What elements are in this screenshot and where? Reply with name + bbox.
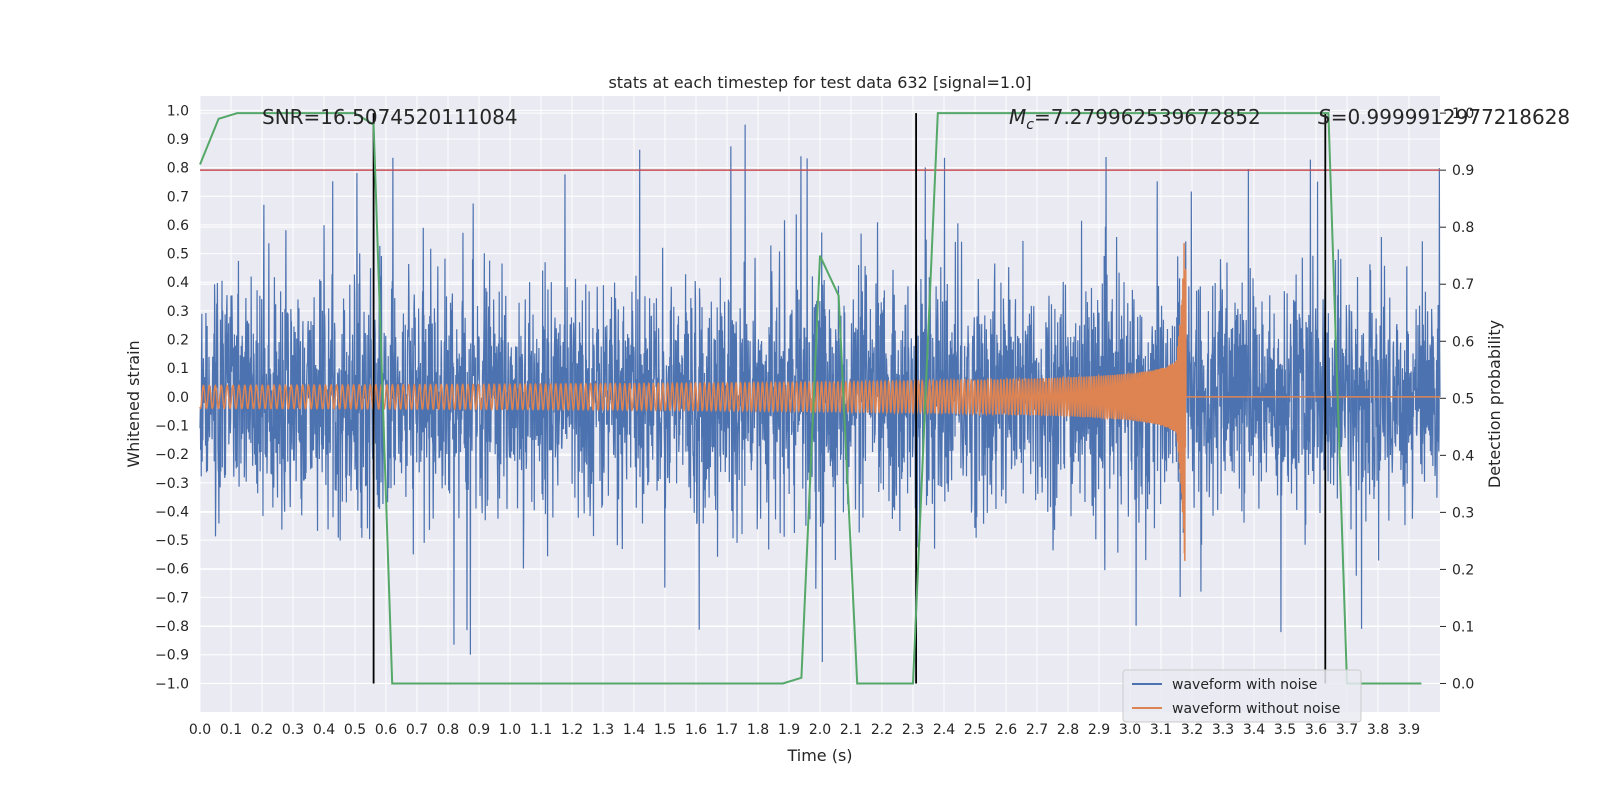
x-tick-label: 1.8 (747, 722, 769, 738)
x-tick-label: 2.1 (840, 722, 862, 738)
y-tick-label: −0.9 (155, 648, 189, 664)
x-tick-label: 2.3 (902, 722, 924, 738)
series-line-waveform-without-noise (199, 243, 1440, 561)
x-tick-label: 0.5 (344, 722, 366, 738)
x-tick-label: 1.0 (499, 722, 521, 738)
y-tick-label: −1.0 (155, 676, 189, 692)
x-axis-label: Time (s) (786, 746, 852, 765)
x-tick-label: 3.5 (1274, 722, 1296, 738)
y-tick-label: 0.3 (167, 304, 189, 320)
x-tick-label: 3.7 (1336, 722, 1358, 738)
series-line-waveform-with-noise (199, 124, 1441, 663)
x-tick-label: 0.4 (313, 722, 335, 738)
y-tick-label: 0.6 (167, 218, 189, 234)
x-tick-label: 1.1 (530, 722, 552, 738)
chart-title: stats at each timestep for test data 632… (608, 73, 1031, 92)
chirp-mass-symbol: M (1009, 105, 1026, 129)
y2-axis-label: Detection probability (1485, 320, 1504, 488)
y-tick-label: −0.5 (155, 533, 189, 549)
y2-tick-label: 0.6 (1452, 334, 1474, 350)
x-tick-label: 2.8 (1057, 722, 1079, 738)
x-tick-label: 0.2 (251, 722, 273, 738)
x-tick-label: 0.6 (375, 722, 397, 738)
x-tick-label: 1.2 (561, 722, 583, 738)
y-tick-label: 1.0 (167, 103, 189, 119)
y2-tick-label: 0.9 (1452, 163, 1474, 179)
y2-tick-label: 0.3 (1452, 505, 1474, 521)
chirp-mass-annotation: Mc=7.279962539672852 (1009, 105, 1261, 133)
y-tick-label: 0.5 (167, 247, 189, 263)
x-tick-label: 3.8 (1367, 722, 1389, 738)
y2-tick-label: 0.5 (1452, 391, 1474, 407)
y2-tick-label: 0.0 (1452, 676, 1474, 692)
x-tick-label: 3.0 (1119, 722, 1141, 738)
x-tick-label: 2.9 (1088, 722, 1110, 738)
y-tick-label: 0.9 (167, 132, 189, 148)
y-tick-label: 0.2 (167, 333, 189, 349)
y-tick-label: −0.3 (155, 476, 189, 492)
y-tick-label: −0.6 (155, 562, 189, 578)
x-tick-label: 2.6 (995, 722, 1017, 738)
x-tick-label: 3.3 (1212, 722, 1234, 738)
noisy-waveform-layer (199, 124, 1441, 663)
x-tick-label: 1.5 (654, 722, 676, 738)
snr-annotation: SNR=16.5074520111084 (262, 105, 518, 129)
x-tick-label: 3.1 (1150, 722, 1172, 738)
x-tick-label: 1.7 (716, 722, 738, 738)
x-tick-label: 3.2 (1181, 722, 1203, 738)
probability-layer (199, 112, 1440, 685)
y2-tick-label: 1.0 (1452, 106, 1474, 122)
x-tick-label: 1.9 (778, 722, 800, 738)
y-tick-label: −0.8 (155, 619, 189, 635)
series-line-detection-probability (199, 112, 1422, 685)
y-tick-label: −0.1 (155, 418, 189, 434)
y2-tick-label: 0.8 (1452, 220, 1474, 236)
x-tick-label: 3.4 (1243, 722, 1265, 738)
y-tick-label: −0.4 (155, 504, 189, 520)
legend-label-clean: waveform without noise (1172, 701, 1340, 717)
grid (199, 96, 1440, 712)
x-tick-label: 2.4 (933, 722, 955, 738)
y2-tick-label: 0.1 (1452, 619, 1474, 635)
x-tick-label: 2.2 (871, 722, 893, 738)
legend-label-noisy: waveform with noise (1172, 677, 1317, 693)
y-tick-label: 0.7 (167, 189, 189, 205)
legend-box (1122, 669, 1362, 723)
score-annotation: S=0.9999912977218628 (1318, 105, 1570, 129)
x-tick-label: 0.9 (468, 722, 490, 738)
score-symbol: S (1318, 105, 1331, 129)
x-tick-label: 0.0 (189, 722, 211, 738)
x-tick-label: 1.4 (623, 722, 645, 738)
x-tick-label: 0.7 (406, 722, 428, 738)
score-value: =0.9999912977218628 (1331, 105, 1570, 129)
y-tick-label: 0.1 (167, 361, 189, 377)
ticks: 0.0 0.1 0.2 0.3 0.4 0.5 0.6 0.7 0.8 0.9 1.0 1.1 1.2 1… (155, 103, 1474, 738)
chirp-mass-subscript: c (1026, 117, 1034, 133)
x-tick-label: 1.6 (685, 722, 707, 738)
y-tick-label: −0.7 (155, 590, 189, 606)
y-tick-label: 0.4 (167, 275, 189, 291)
x-tick-label: 2.0 (809, 722, 831, 738)
x-tick-label: 0.3 (282, 722, 304, 738)
chirp-mass-value: =7.279962539672852 (1034, 105, 1261, 129)
y-tick-label: 0.8 (167, 161, 189, 177)
clean-waveform-layer (199, 243, 1440, 561)
y2-tick-label: 0.4 (1452, 448, 1474, 464)
x-tick-label: 2.7 (1026, 722, 1048, 738)
x-tick-label: 3.9 (1398, 722, 1420, 738)
legend: waveform with noise waveform without noi… (1122, 669, 1362, 723)
y-tick-label: −0.2 (155, 447, 189, 463)
x-tick-label: 3.6 (1305, 722, 1327, 738)
y-axis-label: Whitened strain (124, 340, 143, 467)
y-tick-label: 0.0 (167, 390, 189, 406)
x-tick-label: 1.3 (592, 722, 614, 738)
x-tick-label: 2.5 (964, 722, 986, 738)
y2-tick-label: 0.2 (1452, 562, 1474, 578)
y2-tick-label: 0.7 (1452, 277, 1474, 293)
x-tick-label: 0.1 (220, 722, 242, 738)
x-tick-label: 0.8 (437, 722, 459, 738)
